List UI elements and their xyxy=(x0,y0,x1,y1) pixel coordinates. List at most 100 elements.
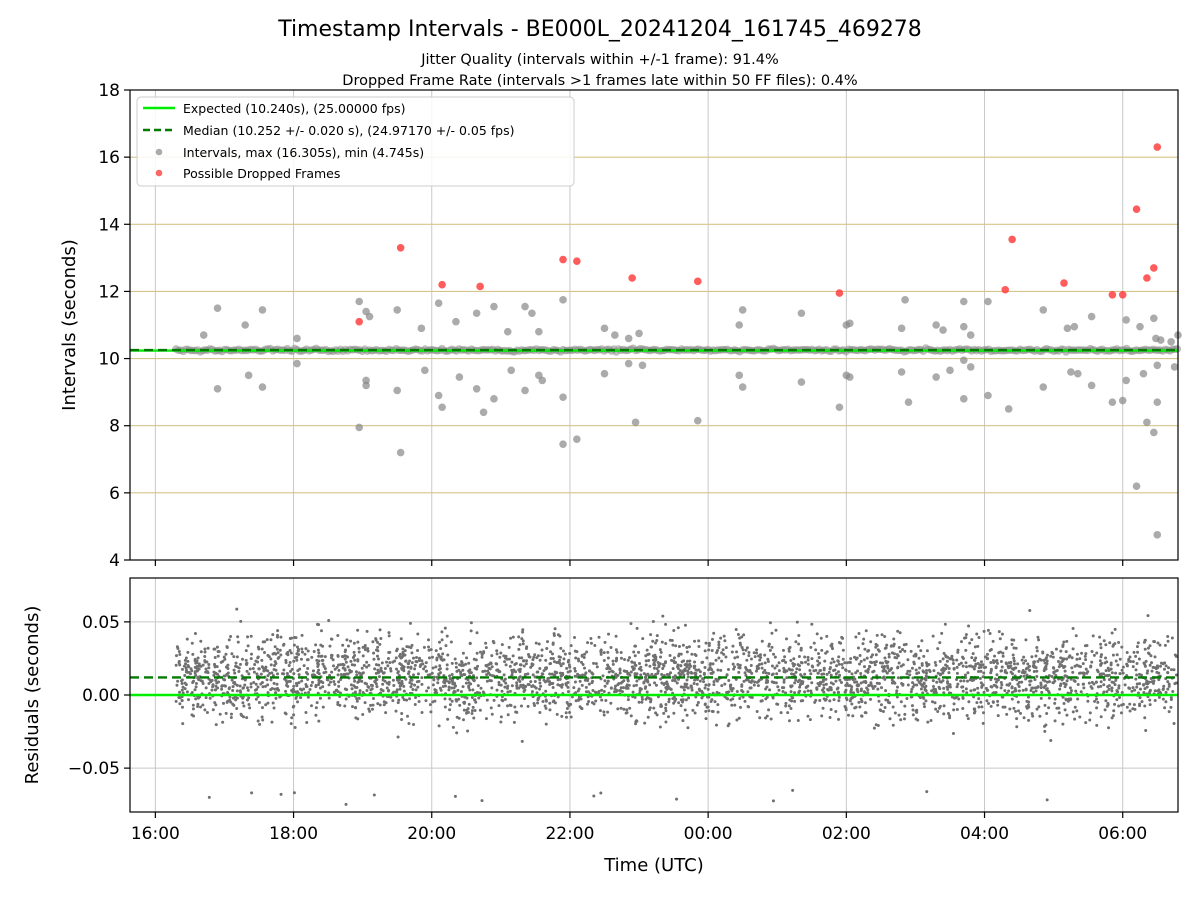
residual-point xyxy=(1061,643,1065,647)
residual-point xyxy=(402,684,406,688)
residual-point xyxy=(490,686,494,690)
residual-point xyxy=(584,671,588,675)
residual-point xyxy=(443,681,447,685)
residual-point xyxy=(618,668,622,672)
residual-point xyxy=(216,672,220,676)
residual-point xyxy=(1041,650,1045,654)
residual-point xyxy=(1114,659,1118,663)
residual-point xyxy=(1029,688,1033,692)
residual-point xyxy=(1133,688,1137,692)
residual-point xyxy=(603,684,607,688)
residual-point xyxy=(744,678,748,682)
interval-outlier-point xyxy=(559,440,567,448)
residual-point xyxy=(181,685,185,689)
residual-point xyxy=(658,648,662,652)
residual-point xyxy=(957,697,961,701)
interval-outlier-point xyxy=(966,331,975,339)
residual-point xyxy=(972,711,976,715)
residual-point xyxy=(310,680,314,684)
residual-point xyxy=(710,668,714,672)
residual-point xyxy=(1007,689,1011,693)
residuals-y-ticks: −0.050.000.05 xyxy=(68,613,130,779)
residual-point xyxy=(1028,609,1032,613)
residual-point xyxy=(956,650,960,654)
residual-point xyxy=(710,637,714,641)
residual-point xyxy=(1074,689,1078,693)
residual-point xyxy=(420,682,424,686)
residual-point xyxy=(653,641,657,645)
dropped-frame-point xyxy=(693,277,702,286)
residual-point xyxy=(867,649,871,653)
residual-point xyxy=(603,679,607,683)
residual-point xyxy=(373,679,377,683)
residual-point xyxy=(378,628,382,632)
residual-point xyxy=(1132,703,1136,707)
residual-point xyxy=(851,695,855,699)
residual-point xyxy=(506,690,510,694)
residual-point xyxy=(1065,639,1069,643)
residual-point xyxy=(645,690,649,694)
residual-point xyxy=(361,691,365,695)
interval-outlier-point xyxy=(1150,428,1158,437)
interval-outlier-point xyxy=(490,302,498,311)
residual-point xyxy=(329,653,333,657)
residual-point xyxy=(305,658,309,662)
residual-point xyxy=(409,685,413,689)
residuals-y-tick-label: −0.05 xyxy=(68,759,120,779)
residual-point xyxy=(825,634,829,638)
residual-point xyxy=(336,700,340,704)
residual-point xyxy=(654,683,658,687)
residual-point xyxy=(1106,685,1110,689)
residual-point xyxy=(237,670,241,674)
residual-point xyxy=(548,701,552,705)
residual-point xyxy=(410,651,414,655)
residual-point xyxy=(309,683,313,687)
residual-point xyxy=(515,684,519,688)
residual-point xyxy=(576,657,580,661)
residual-point xyxy=(940,631,944,635)
residual-point xyxy=(689,684,693,688)
residual-point xyxy=(400,712,404,716)
residual-point xyxy=(531,662,535,666)
residual-point xyxy=(898,650,902,654)
residual-point xyxy=(846,713,850,717)
residual-point xyxy=(343,704,347,708)
residual-point xyxy=(864,629,868,633)
residual-point xyxy=(518,680,522,684)
interval-outlier-point xyxy=(624,334,633,343)
residual-point xyxy=(396,735,400,739)
residual-point xyxy=(553,627,557,631)
residual-point xyxy=(969,664,973,668)
residual-point xyxy=(211,685,215,689)
residual-point xyxy=(235,689,239,693)
residual-point xyxy=(540,672,544,676)
residual-point xyxy=(445,667,449,671)
residual-point xyxy=(925,668,929,672)
residual-point xyxy=(988,631,992,635)
residual-point xyxy=(854,635,858,639)
residual-point xyxy=(691,708,695,712)
residual-point xyxy=(465,696,469,700)
residual-point xyxy=(732,667,736,671)
residual-point xyxy=(183,681,187,685)
interval-outlier-point xyxy=(213,384,222,393)
residual-point xyxy=(621,686,625,690)
residual-point xyxy=(903,649,907,653)
residual-point xyxy=(228,698,232,702)
residual-point xyxy=(459,663,463,667)
residual-point xyxy=(711,662,715,666)
residual-point xyxy=(295,645,299,649)
residual-point xyxy=(1100,661,1104,665)
residual-point xyxy=(1043,679,1047,683)
residual-point xyxy=(876,687,880,691)
residual-point xyxy=(203,659,207,663)
residual-point xyxy=(849,657,853,661)
residual-point xyxy=(494,662,498,666)
residual-point xyxy=(583,652,587,656)
residual-point xyxy=(255,688,259,692)
residual-point xyxy=(1054,647,1058,651)
residual-point xyxy=(459,672,463,676)
residual-point xyxy=(816,659,820,663)
residual-point xyxy=(371,703,375,707)
residual-point xyxy=(242,704,246,708)
